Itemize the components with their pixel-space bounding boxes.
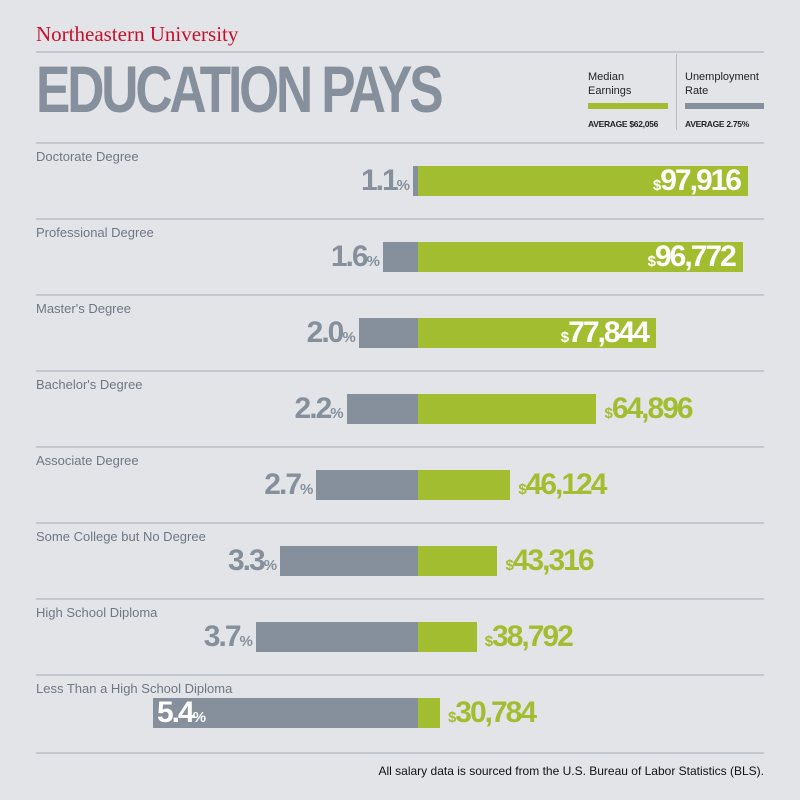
unemployment-value: 2.7%	[264, 468, 313, 501]
unemployment-value-text: 1.1	[360, 164, 399, 197]
unemployment-bar	[316, 470, 418, 500]
earnings-bar	[418, 394, 597, 424]
unemployment-bar	[280, 546, 418, 576]
unemployment-value-text: 5.4	[157, 696, 195, 729]
earnings-value-text: 46,124	[525, 468, 608, 501]
unemployment-value: 2.0%	[306, 316, 356, 349]
row-divider	[36, 522, 764, 524]
legend-unemployment-swatch	[685, 103, 764, 109]
page-title: EDUCATION PAYS	[36, 52, 444, 126]
legend-unemployment-label1: Unemployment	[685, 71, 759, 83]
legend-earnings: Median Earnings AVERAGE $62,056	[588, 70, 668, 131]
row-divider	[36, 674, 764, 676]
earnings-value-text: 30,784	[455, 696, 537, 729]
row-divider	[36, 294, 764, 296]
category-label: High School Diploma	[36, 605, 158, 620]
earnings-value: $46,124	[518, 468, 608, 501]
unemployment-value-text: 2.7	[264, 468, 302, 501]
legend-unemployment-label2: Rate	[685, 85, 709, 97]
unemployment-value-text: 3.3	[228, 544, 266, 577]
earnings-bar	[418, 698, 440, 728]
legend-earnings-swatch	[588, 103, 668, 109]
earnings-value: $38,792	[484, 620, 574, 653]
category-label: Associate Degree	[36, 453, 139, 468]
legend-unemployment: Unemployment Rate AVERAGE 2.75%	[685, 70, 764, 131]
row-divider	[36, 370, 764, 372]
legend-divider	[676, 54, 677, 130]
row-divider	[36, 598, 764, 600]
legend-unemployment-average: AVERAGE 2.75%	[685, 119, 749, 129]
unemployment-value: 1.6%	[330, 240, 380, 273]
earnings-value: $64,896	[604, 392, 694, 425]
earnings-value: $43,316	[505, 544, 595, 577]
unemployment-bar	[358, 318, 418, 348]
earnings-bar	[418, 242, 743, 272]
earnings-value: $30,784	[447, 696, 537, 729]
category-label: Professional Degree	[36, 225, 154, 240]
earnings-bar	[418, 470, 511, 500]
earnings-value-text: 38,792	[492, 620, 574, 653]
earnings-bar	[418, 318, 656, 348]
earnings-value-text: 43,316	[512, 544, 595, 577]
row-divider	[36, 142, 764, 144]
legend-earnings-average: AVERAGE $62,056	[588, 119, 658, 129]
legend-earnings-label1: Median	[588, 71, 625, 83]
unemployment-bar	[382, 242, 418, 272]
category-label: Some College but No Degree	[36, 529, 206, 544]
unemployment-value: 1.1%	[360, 164, 410, 197]
earnings-value: $97,916	[652, 164, 742, 197]
earnings-bar	[418, 166, 748, 196]
row-divider	[36, 218, 764, 220]
unemployment-value-text: 2.0	[306, 316, 345, 349]
category-label: Master's Degree	[36, 301, 131, 316]
row-divider	[36, 446, 764, 448]
category-label: Less Than a High School Diploma	[36, 681, 233, 696]
category-label: Bachelor's Degree	[36, 377, 143, 392]
unemployment-bar	[346, 394, 418, 424]
earnings-value-text: 97,916	[660, 164, 742, 197]
earnings-value-text: 77,844	[568, 316, 650, 349]
unemployment-value: 2.2%	[294, 392, 344, 425]
earnings-value-text: 64,896	[611, 392, 694, 425]
unemployment-value-text: 1.6	[330, 240, 369, 273]
unemployment-value: 5.4%	[157, 696, 206, 729]
legend-earnings-label2: Earnings	[588, 85, 632, 97]
unemployment-value-text: 3.7	[203, 620, 242, 653]
earnings-bar	[418, 546, 498, 576]
unemployment-value: 3.7%	[203, 620, 253, 653]
footnote: All salary data is sourced from the U.S.…	[378, 764, 765, 778]
earnings-value: $77,844	[560, 316, 650, 349]
brand-logo: Northeastern University	[36, 22, 239, 46]
earnings-bar	[418, 622, 477, 652]
divider	[36, 752, 764, 754]
unemployment-bar	[255, 622, 418, 652]
unemployment-bar	[153, 698, 418, 728]
unemployment-bar	[413, 166, 418, 196]
category-label: Doctorate Degree	[36, 149, 139, 164]
earnings-value-text: 96,772	[655, 240, 737, 273]
earnings-value: $96,772	[647, 240, 737, 273]
divider	[36, 51, 764, 53]
unemployment-value-text: 2.2	[294, 392, 333, 425]
unemployment-value: 3.3%	[228, 544, 277, 577]
